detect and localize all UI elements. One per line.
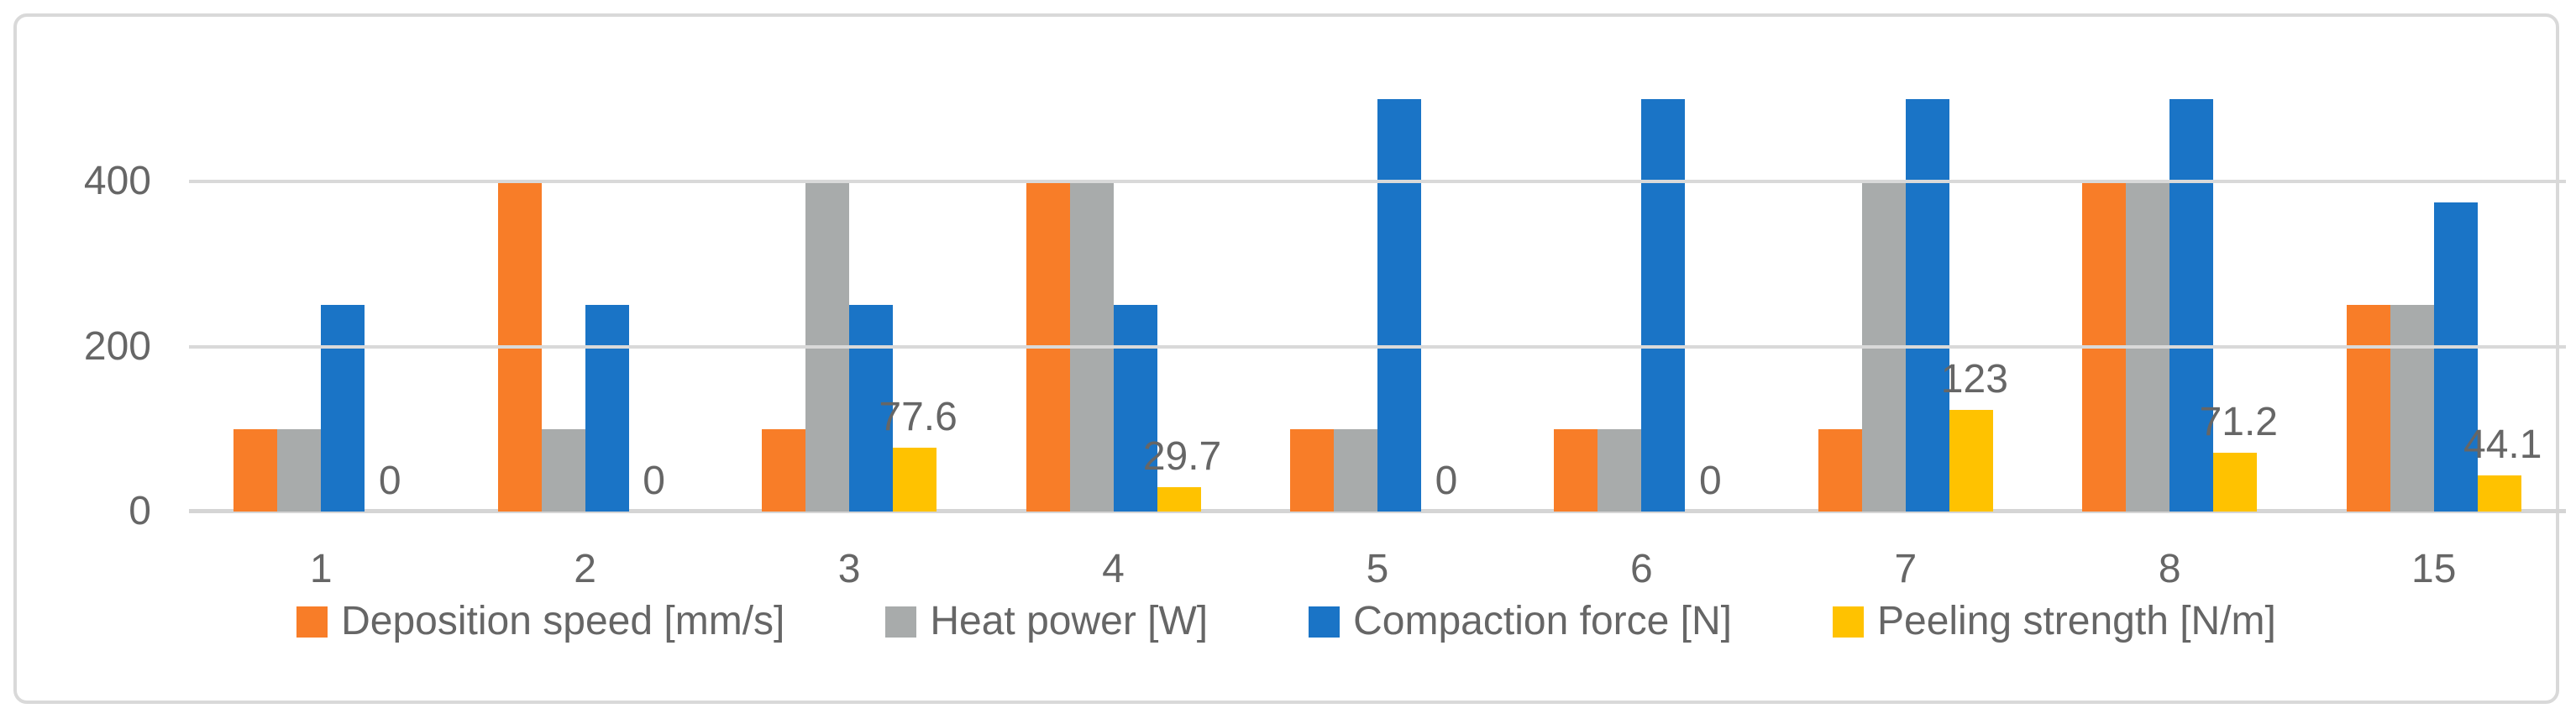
- bar-series-2-cat-6: [1598, 429, 1642, 512]
- data-label-cat-15: 44.1: [2463, 422, 2542, 467]
- data-label-cat-7: 123: [1940, 357, 2008, 401]
- x-tick-3: 3: [837, 547, 861, 591]
- y-tick-200: 200: [83, 324, 151, 369]
- chart-frame: 0 200 400 0 1 0 2 77.6 3 29.7 4 0 5 0 6 123 7 71.2 8 44.…: [13, 13, 2566, 704]
- legend-label-compaction-force: Compaction force [N]: [1353, 599, 1732, 643]
- legend-label-peeling-strength: Peeling strength [N/m]: [1876, 599, 2276, 643]
- bar-groups: 0 1 0 2 77.6 3 29.7 4 0 5 0 6 123 7 71.2 8 44.1 15: [189, 99, 2566, 590]
- bar-series-4-cat-15: [2477, 475, 2521, 512]
- bar-series-2-cat-15: [2390, 305, 2434, 512]
- x-tick-5: 5: [1366, 547, 1389, 591]
- bar-series-3-cat-2: [585, 305, 629, 512]
- x-tick-1: 1: [309, 547, 333, 591]
- bar-series-3-cat-5: [1377, 99, 1421, 512]
- bar-series-4-cat-3: [893, 448, 937, 512]
- bar-group-8: 71.2 8: [2038, 99, 2301, 590]
- legend-swatch-compaction-force: [1309, 606, 1340, 638]
- legend-item-compaction-force: Compaction force [N]: [1309, 601, 1732, 642]
- bar-group-3: 77.6 3: [717, 99, 981, 590]
- gridline-400: [189, 180, 2566, 184]
- legend-item-heat-power: Heat power [W]: [885, 601, 1208, 642]
- legend-swatch-deposition-speed: [296, 606, 328, 638]
- y-tick-400: 400: [83, 159, 151, 203]
- data-label-cat-5: 0: [1435, 459, 1458, 503]
- legend: Deposition speed [mm/s] Heat power [W] C…: [17, 601, 2556, 642]
- bar-series-1-cat-7: [1818, 429, 1862, 512]
- bar-series-4-cat-7: [1949, 410, 1993, 512]
- legend-swatch-peeling-strength: [1832, 606, 1864, 638]
- x-tick-15: 15: [2411, 547, 2457, 591]
- legend-label-deposition-speed: Deposition speed [mm/s]: [341, 599, 785, 643]
- data-label-cat-1: 0: [378, 459, 401, 503]
- x-tick-4: 4: [1102, 547, 1125, 591]
- bar-group-7: 123 7: [1774, 99, 2038, 590]
- bar-series-3-cat-3: [849, 305, 894, 512]
- plot-area: 0 1 0 2 77.6 3 29.7 4 0 5 0 6 123 7 71.2 8 44.1 15: [189, 99, 2566, 590]
- legend-item-deposition-speed: Deposition speed [mm/s]: [296, 601, 784, 642]
- bar-series-4-cat-8: [2213, 453, 2258, 512]
- data-label-cat-2: 0: [643, 459, 666, 503]
- bar-series-4-cat-4: [1157, 487, 1201, 512]
- bar-series-1-cat-5: [1289, 429, 1334, 512]
- legend-label-heat-power: Heat power [W]: [930, 599, 1209, 643]
- bar-series-1-cat-1: [233, 429, 278, 512]
- legend-swatch-heat-power: [885, 606, 917, 638]
- bar-group-15: 44.1 15: [2302, 99, 2566, 590]
- bar-series-3-cat-15: [2433, 202, 2478, 512]
- bar-group-4: 29.7 4: [981, 99, 1245, 590]
- x-tick-7: 7: [1894, 547, 1918, 591]
- bar-series-2-cat-2: [541, 429, 585, 512]
- data-label-cat-6: 0: [1699, 459, 1722, 503]
- bar-series-2-cat-1: [277, 429, 322, 512]
- x-tick-2: 2: [574, 547, 596, 591]
- y-tick-0: 0: [129, 489, 151, 533]
- bar-series-2-cat-5: [1333, 429, 1377, 512]
- x-tick-8: 8: [2158, 547, 2181, 591]
- bar-series-3-cat-1: [321, 305, 365, 512]
- bar-series-3-cat-4: [1113, 305, 1157, 512]
- legend-item-peeling-strength: Peeling strength [N/m]: [1832, 599, 2276, 643]
- bar-series-1-cat-3: [762, 429, 806, 512]
- data-label-cat-8: 71.2: [2199, 400, 2278, 444]
- x-tick-6: 6: [1630, 547, 1653, 591]
- gridline-200: [189, 344, 2566, 349]
- bar-series-1-cat-15: [2346, 305, 2390, 512]
- data-label-cat-4: 29.7: [1142, 434, 1222, 479]
- bar-series-3-cat-6: [1641, 99, 1686, 512]
- bar-series-1-cat-6: [1554, 429, 1598, 512]
- data-label-cat-3: 77.6: [879, 395, 957, 439]
- bar-series-3-cat-8: [2169, 99, 2214, 512]
- bar-series-3-cat-7: [1905, 99, 1949, 512]
